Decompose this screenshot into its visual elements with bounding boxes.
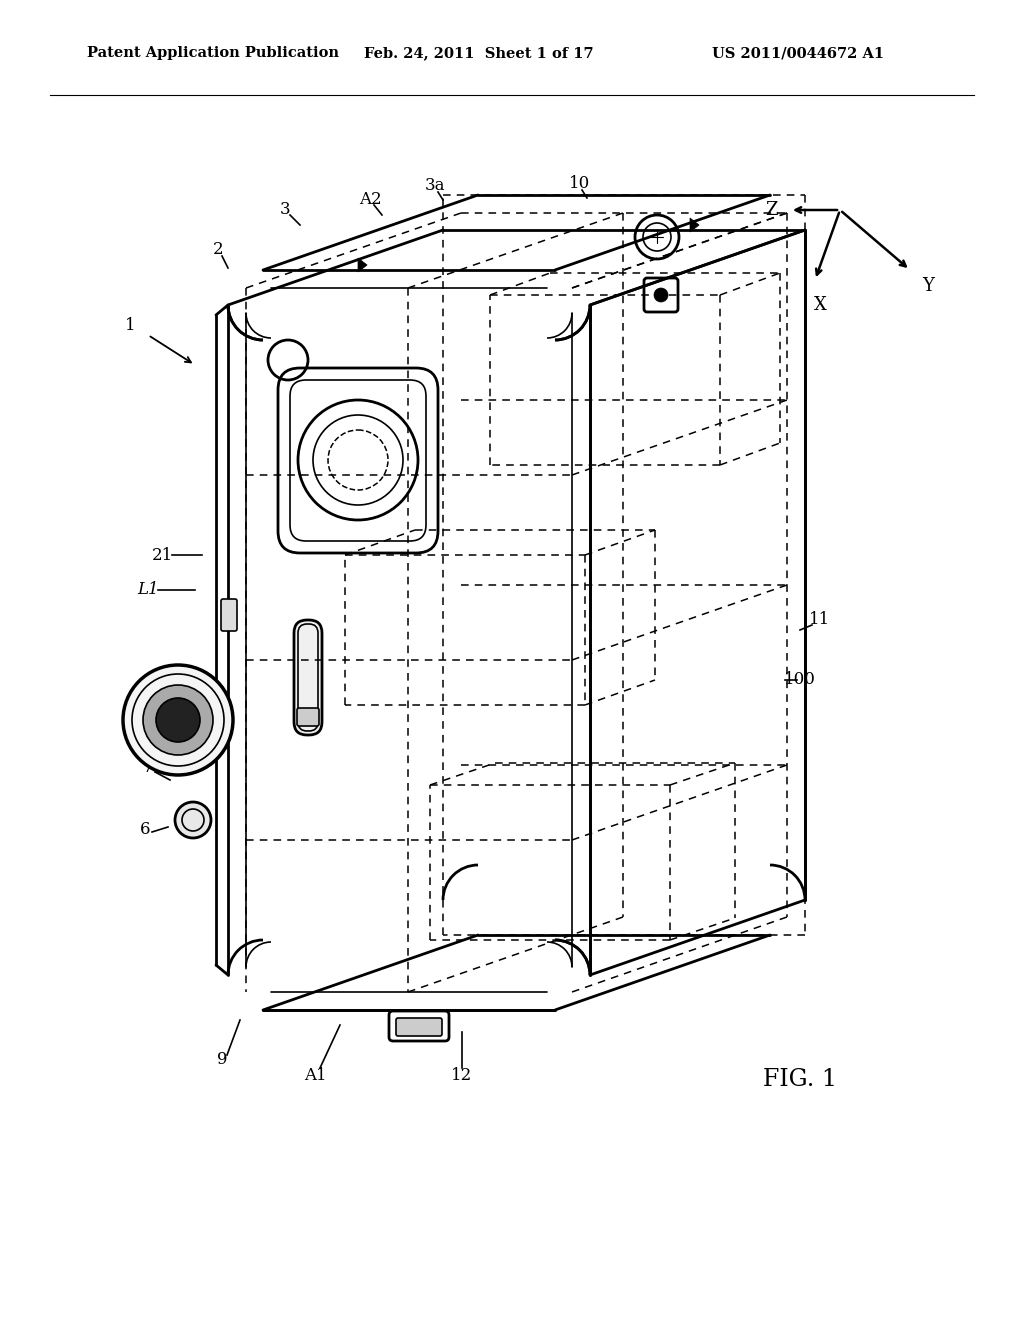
Text: 2: 2 bbox=[213, 242, 223, 259]
FancyBboxPatch shape bbox=[396, 1018, 442, 1036]
Text: FIG. 1: FIG. 1 bbox=[763, 1068, 837, 1092]
Circle shape bbox=[654, 288, 668, 302]
Text: X: X bbox=[813, 296, 826, 314]
Text: 7: 7 bbox=[142, 759, 154, 776]
FancyBboxPatch shape bbox=[297, 708, 319, 726]
Text: 4: 4 bbox=[139, 692, 151, 709]
FancyBboxPatch shape bbox=[294, 620, 322, 735]
Text: 3: 3 bbox=[280, 202, 291, 219]
Text: 11: 11 bbox=[809, 611, 830, 628]
Text: US 2011/0044672 A1: US 2011/0044672 A1 bbox=[712, 46, 884, 61]
Circle shape bbox=[175, 803, 211, 838]
Circle shape bbox=[123, 665, 233, 775]
Text: 100: 100 bbox=[784, 672, 816, 689]
Text: 6: 6 bbox=[139, 821, 151, 838]
Text: Y: Y bbox=[922, 277, 934, 294]
Circle shape bbox=[156, 698, 200, 742]
Text: A2: A2 bbox=[358, 191, 381, 209]
Circle shape bbox=[143, 685, 213, 755]
Text: L1: L1 bbox=[137, 582, 159, 598]
Text: 21: 21 bbox=[152, 546, 173, 564]
Polygon shape bbox=[690, 218, 699, 232]
Text: 3a: 3a bbox=[425, 177, 445, 194]
Text: Patent Application Publication: Patent Application Publication bbox=[87, 46, 339, 61]
Text: Feb. 24, 2011  Sheet 1 of 17: Feb. 24, 2011 Sheet 1 of 17 bbox=[364, 46, 593, 61]
Polygon shape bbox=[358, 257, 367, 272]
Text: 9: 9 bbox=[217, 1052, 227, 1068]
Text: 12: 12 bbox=[452, 1067, 473, 1084]
FancyBboxPatch shape bbox=[644, 279, 678, 312]
Text: A1: A1 bbox=[304, 1067, 327, 1084]
Text: Z: Z bbox=[765, 201, 778, 219]
Text: 1: 1 bbox=[125, 317, 135, 334]
Text: 10: 10 bbox=[569, 174, 591, 191]
FancyBboxPatch shape bbox=[389, 1011, 449, 1041]
FancyBboxPatch shape bbox=[221, 599, 237, 631]
